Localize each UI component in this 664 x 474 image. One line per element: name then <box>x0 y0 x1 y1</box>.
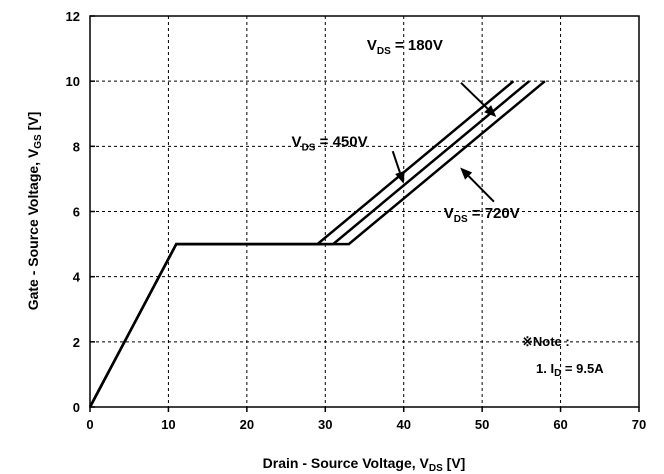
annotation-arrow-shaft <box>391 150 401 173</box>
series-line-3 <box>88 80 546 408</box>
y-axis-title-main: Gate - Source Voltage, V <box>25 148 41 310</box>
annotation-label-3: VDS = 720V <box>444 205 520 225</box>
y-axis-title-unit: [V] <box>25 112 41 135</box>
annotation-rest: = 450V <box>315 133 367 150</box>
x-tick-label: 10 <box>161 417 175 432</box>
annotation-rest: = 180V <box>391 37 443 54</box>
y-tick-label: 2 <box>73 335 80 350</box>
x-tick-label: 50 <box>475 417 489 432</box>
y-tick-label: 12 <box>66 9 80 24</box>
annotation-main: V <box>292 133 302 150</box>
annotation-main: V <box>444 205 454 222</box>
annotation-label-2: VDS = 450V <box>292 133 368 153</box>
y-tick-label: 4 <box>73 270 81 285</box>
x-axis-title-unit: [V] <box>443 455 466 471</box>
annotation-arrow-head <box>395 170 405 184</box>
x-axis-title-main: Drain - Source Voltage, V <box>263 455 430 471</box>
y-axis-title-sub: GS <box>33 134 44 149</box>
annotation-sub: DS <box>377 46 391 57</box>
note-title: ※Note : <box>522 334 570 349</box>
x-axis-title-sub: DS <box>429 463 443 474</box>
y-tick-label: 10 <box>66 74 80 89</box>
y-axis-title: Gate - Source Voltage, VGS [V] <box>25 112 44 311</box>
tick-layer: 0 10 20 30 40 50 60 70 0 2 4 6 8 10 12 <box>66 9 647 432</box>
y-tick-label: 8 <box>73 139 80 154</box>
x-tick-label: 60 <box>553 417 567 432</box>
x-tick-label: 70 <box>632 417 646 432</box>
x-tick-label: 40 <box>396 417 410 432</box>
annotation-arrow-shaft <box>467 175 495 203</box>
note-line-rest: = 9.5A <box>561 361 604 376</box>
gridlines <box>90 16 639 407</box>
annotation-label-1: VDS = 180V <box>367 37 443 57</box>
y-tick-label: 6 <box>73 205 80 220</box>
annotation-rest: = 720V <box>468 205 520 222</box>
x-tick-label: 20 <box>240 417 254 432</box>
annotation-arrow-head <box>484 105 497 118</box>
series-layer <box>88 80 546 408</box>
annotation-arrow-shaft <box>460 82 489 110</box>
annotation-sub: DS <box>302 142 316 153</box>
x-axis-title: Drain - Source Voltage, VDS [V] <box>263 455 466 474</box>
note-line-sub: D <box>554 368 561 379</box>
annotation-main: V <box>367 37 377 54</box>
y-tick-label: 0 <box>73 400 80 415</box>
x-tick-label: 30 <box>318 417 332 432</box>
note-line: 1. ID = 9.5A <box>536 361 604 379</box>
annotation-arrow-head <box>460 167 473 180</box>
note-line-main: 1. I <box>536 361 554 376</box>
annotation-sub: DS <box>454 214 468 225</box>
x-tick-label: 0 <box>86 417 93 432</box>
